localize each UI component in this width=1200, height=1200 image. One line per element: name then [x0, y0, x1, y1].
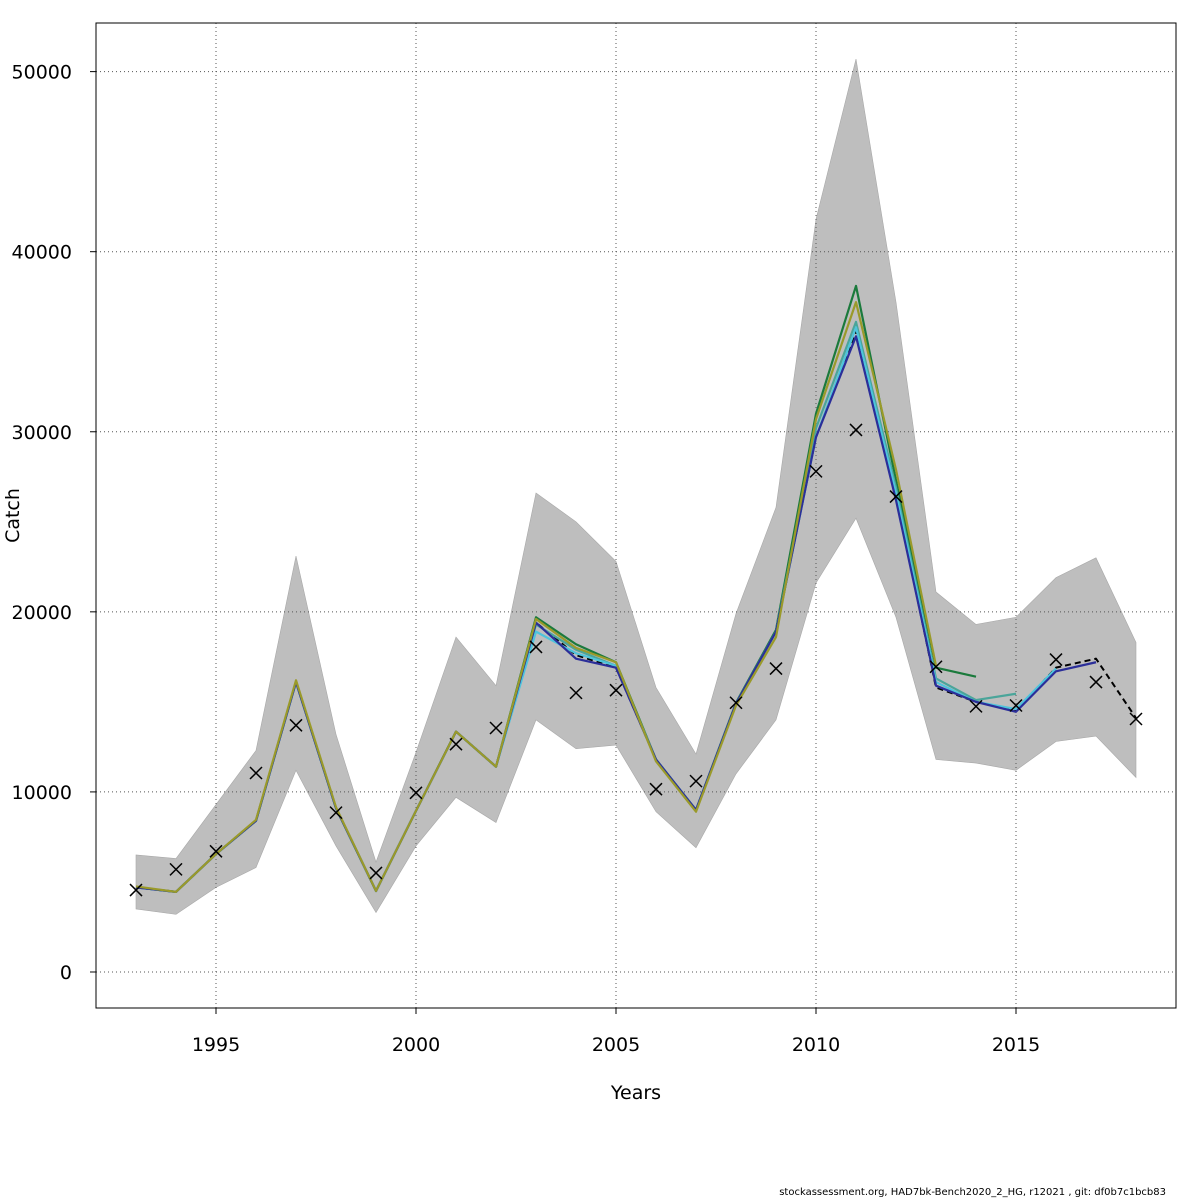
observed-point-stroke	[809, 464, 823, 478]
x-axis-title: Years	[610, 1082, 661, 1104]
confidence-band	[135, 58, 1137, 915]
observed-point-stroke	[249, 766, 263, 780]
observed-point	[289, 718, 303, 732]
y-tick-label: 30000	[12, 422, 72, 444]
observed-point-stroke	[169, 862, 183, 876]
observed-point	[729, 696, 743, 710]
observed-point	[209, 844, 223, 858]
observed-point	[1129, 712, 1143, 726]
y-tick-label: 0	[60, 962, 72, 984]
y-tick-label: 20000	[12, 602, 72, 624]
y-tick-label: 40000	[12, 242, 72, 264]
footer-note: stockassessment.org, HAD7bk-Bench2020_2_…	[779, 1187, 1166, 1198]
observed-point	[1049, 653, 1063, 667]
y-tick-label: 50000	[12, 62, 72, 84]
observed-point-stroke	[569, 686, 583, 700]
observed-point-stroke	[449, 737, 463, 751]
observed-point-stroke	[1009, 698, 1023, 713]
observed-point	[129, 883, 143, 897]
observed-point	[1089, 675, 1103, 689]
observed-point	[409, 786, 423, 800]
observed-point	[369, 866, 383, 880]
observed-point	[569, 686, 583, 700]
observed-point	[889, 490, 903, 504]
observed-point-stroke	[769, 662, 783, 676]
observed-point	[809, 464, 823, 478]
observed-point-stroke	[1129, 712, 1143, 726]
observed-point-stroke	[729, 696, 743, 710]
observed-point-stroke	[409, 786, 423, 800]
observed-point	[329, 806, 343, 820]
observed-point-stroke	[649, 782, 663, 796]
observed-point	[529, 640, 543, 654]
observed-point-stroke	[489, 721, 503, 735]
observed-point	[649, 782, 663, 796]
observed-point	[169, 862, 183, 876]
plot-frame	[95, 22, 1177, 1009]
x-tick-label: 2015	[992, 1034, 1040, 1056]
observed-point	[689, 774, 703, 788]
observed-point	[249, 766, 263, 780]
observed-point	[449, 737, 463, 751]
series-line-6	[135, 301, 938, 893]
observed-point	[1009, 698, 1023, 713]
observed-point	[849, 423, 863, 437]
observed-point-stroke	[289, 718, 303, 732]
observed-point-stroke	[609, 683, 623, 697]
observed-point-stroke	[689, 774, 703, 788]
observed-point-stroke	[1089, 675, 1103, 689]
observed-point-stroke	[209, 844, 223, 858]
observed-point-stroke	[849, 423, 863, 437]
confidence-band-layer	[135, 58, 1137, 915]
observed-point-stroke	[369, 866, 383, 880]
observed-point	[609, 683, 623, 697]
x-tick-label: 2010	[792, 1034, 840, 1056]
observed-point	[969, 699, 983, 713]
axes-layer: 1995 2000 2005 2010 2015 0 10000 20000 30000 4000…	[12, 62, 1041, 1056]
observed-point	[769, 662, 783, 676]
observed-point-stroke	[889, 490, 903, 504]
grid-layer	[96, 23, 1176, 1008]
observed-point	[929, 660, 943, 674]
observed-point-stroke	[969, 699, 983, 713]
observed-point	[489, 721, 503, 735]
y-axis-title: Catch	[2, 488, 24, 543]
observed-point-stroke	[529, 640, 543, 654]
series-layer	[135, 284, 1137, 893]
observed-points-layer	[129, 423, 1143, 897]
y-tick-label: 10000	[12, 782, 72, 804]
observed-point-stroke	[1049, 653, 1063, 667]
observed-point-stroke	[129, 883, 143, 897]
observed-point-stroke	[929, 660, 943, 674]
x-tick-label: 2005	[592, 1034, 640, 1056]
observed-point-stroke	[329, 806, 343, 820]
x-tick-label: 1995	[192, 1034, 240, 1056]
x-tick-label: 2000	[392, 1034, 440, 1056]
